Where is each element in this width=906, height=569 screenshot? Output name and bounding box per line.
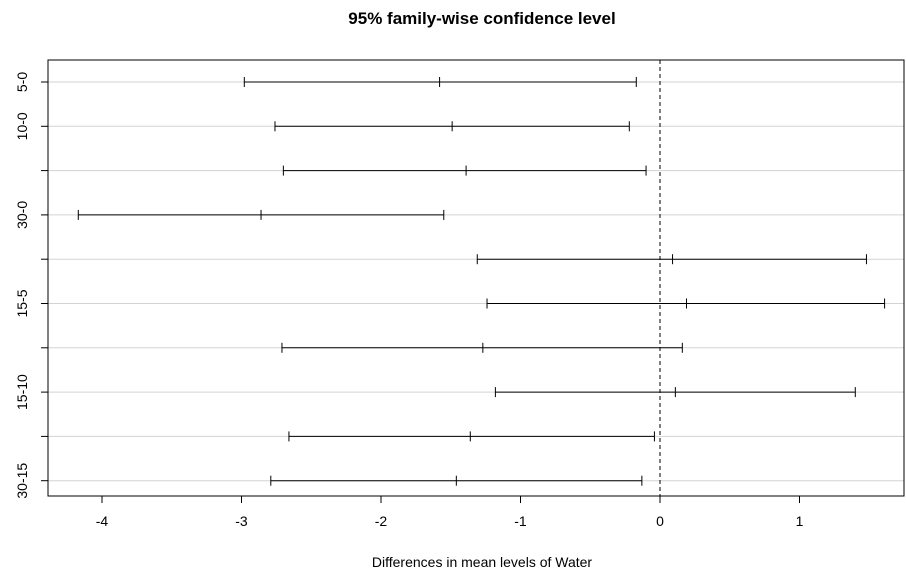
plot-frame [47,59,905,497]
grid-layer [48,81,904,482]
x-tick-label: 0 [656,513,664,529]
x-tick-label: -1 [514,513,527,529]
y-tick-label: 15-5 [14,289,30,317]
y-tick-label: 15-10 [14,374,30,410]
x-tick-label: -3 [235,513,248,529]
x-tick-label: -2 [375,513,388,529]
y-tick-label: 30-15 [14,463,30,499]
interval-row [476,254,867,265]
interval-row [274,121,630,132]
interval-row [494,387,856,398]
x-axis-label: Differences in mean levels of Water [372,554,593,569]
interval-row [243,77,637,87]
interval-row [281,342,683,353]
x-tick-label: -4 [96,513,109,529]
interval-row [270,475,643,486]
chart-title: 95% family-wise confidence level [348,9,615,28]
y-tick-label: 10-0 [14,112,30,140]
interval-layer [77,77,886,486]
interval-row [288,431,655,442]
interval-row [77,209,445,220]
x-tick-label: 1 [796,513,804,529]
y-tick-label: 5-0 [14,72,30,92]
interval-row [282,165,647,176]
interval-row [486,298,886,309]
y-tick-label: 30-0 [14,201,30,229]
axis-layer: -4 -3 -2 -1 0 1 5-0 10-0 30-0 15-5 15-10 30-15 [14,72,804,529]
